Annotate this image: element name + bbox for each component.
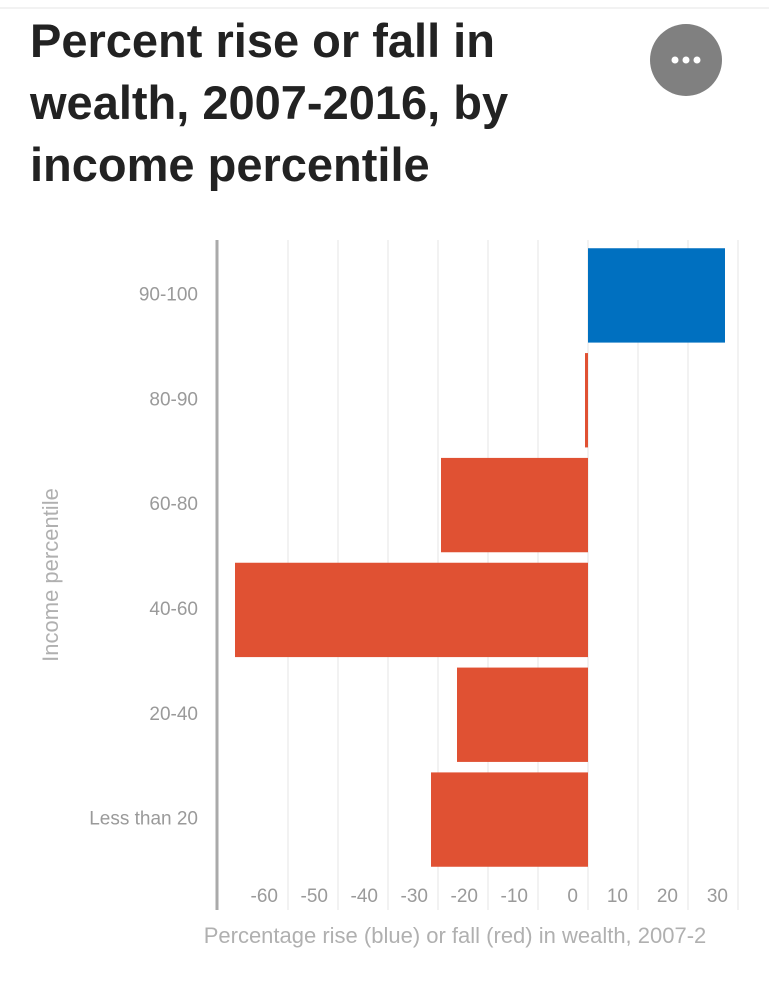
menu-button[interactable] (650, 24, 722, 96)
bar (441, 457, 588, 553)
menu-dot (671, 56, 679, 64)
x-tick-label: 20 (657, 886, 678, 907)
bar (457, 667, 588, 762)
y-tick-label: 20-40 (149, 704, 198, 725)
y-tick-label: 60-80 (149, 494, 198, 515)
x-tick-label: 0 (567, 886, 578, 907)
x-tick-label: -20 (451, 886, 478, 907)
y-tick-label: 80-90 (149, 389, 198, 410)
y-tick-label: 40-60 (149, 599, 198, 620)
x-tick-label: -10 (501, 886, 528, 907)
x-tick-label: -50 (301, 886, 328, 907)
y-tick-label: Less than 20 (89, 809, 198, 830)
bar (431, 772, 588, 867)
x-tick-label: 30 (707, 886, 728, 907)
x-tick-label: -30 (401, 886, 428, 907)
x-axis-label: Percentage rise (blue) or fall (red) in … (204, 923, 707, 948)
bar (588, 248, 725, 343)
bar (235, 562, 588, 658)
bar (585, 353, 588, 448)
x-tick-label: -60 (251, 886, 278, 907)
chart-title: Percent rise or fall in wealth, 2007-201… (30, 14, 509, 191)
menu-dot (682, 56, 690, 64)
menu-dot (693, 56, 701, 64)
y-tick-label: 90-100 (139, 284, 198, 305)
x-tick-label: -40 (351, 886, 378, 907)
x-tick-label: 10 (607, 886, 628, 907)
y-axis-label: Income percentile (38, 488, 63, 662)
